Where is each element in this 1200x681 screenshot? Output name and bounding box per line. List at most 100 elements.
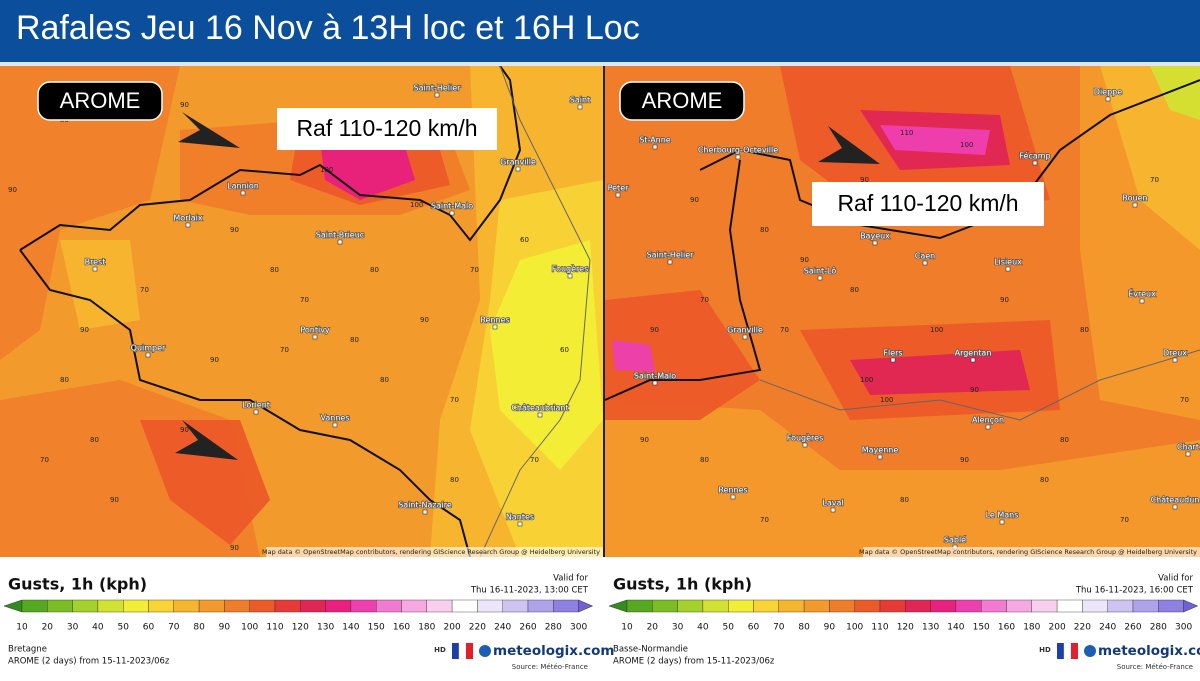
contour-label: 70 <box>40 456 49 464</box>
city-marker <box>312 334 318 340</box>
city-marker <box>515 166 521 172</box>
city-label: Granville <box>727 326 763 335</box>
scale-tick-label: 80 <box>193 623 205 633</box>
contour-label: 80 <box>850 286 859 294</box>
city-label: Dreux <box>1163 349 1187 358</box>
annotation-box <box>277 108 497 150</box>
gust-area <box>60 240 140 330</box>
contour-label: 90 <box>180 426 189 434</box>
scale-segment <box>1107 599 1134 613</box>
gust-area <box>490 240 603 470</box>
city-marker <box>337 239 343 245</box>
scale-tick-label: 180 <box>1023 623 1040 633</box>
contour-label: 90 <box>420 316 429 324</box>
scale-tick-label: 20 <box>647 623 659 633</box>
scale-segment <box>728 599 754 613</box>
arrow <box>175 420 238 460</box>
contour-label: 70 <box>700 296 709 304</box>
contour-label: 80 <box>1060 436 1069 444</box>
scale-segment <box>778 599 805 613</box>
scale-segment <box>325 599 352 613</box>
city-marker <box>145 352 151 358</box>
scale-segment <box>981 599 1007 613</box>
city-marker <box>253 409 259 415</box>
city-marker <box>802 442 808 448</box>
city-marker <box>922 260 928 266</box>
city-marker <box>1105 96 1111 102</box>
contour-label: 70 <box>280 346 289 354</box>
city-label: Rennes <box>718 486 747 495</box>
attribution-bg <box>266 547 603 557</box>
attribution: Map data © OpenStreetMap contributors, r… <box>262 548 600 556</box>
city-marker <box>492 324 498 330</box>
city-label: Pontivy <box>300 326 330 335</box>
scale-segment <box>829 599 855 613</box>
contour-label: 110 <box>900 129 913 137</box>
city-marker <box>830 507 836 513</box>
city-marker <box>652 144 658 150</box>
scale-tick-label: 90 <box>219 623 231 633</box>
city-marker <box>1139 298 1145 304</box>
scale-segment <box>1031 599 1058 613</box>
scale-segment <box>72 599 99 613</box>
scale-segment <box>879 599 906 613</box>
city-marker <box>185 222 191 228</box>
contour-label: 90 <box>230 544 239 552</box>
scale-segment <box>1132 599 1159 613</box>
scale-tick-label: 140 <box>342 623 359 633</box>
contour-label: 90 <box>650 326 659 334</box>
scale-tick-label: 10 <box>16 623 28 633</box>
contour-label: 80 <box>60 376 69 384</box>
contour-label: 60 <box>520 236 529 244</box>
scale-segment <box>955 599 982 613</box>
city-marker <box>742 334 748 340</box>
scale-segment <box>677 599 704 613</box>
city-marker <box>652 380 658 386</box>
scale-tick-label: 60 <box>143 623 155 633</box>
scale-tick-label: 240 <box>1099 623 1116 633</box>
city-marker <box>567 273 573 279</box>
scale-tick-label: 120 <box>897 623 914 633</box>
contour-label: 90 <box>210 356 219 364</box>
valid-label: Valid for <box>1158 574 1193 584</box>
city-label: Saint-Helier <box>414 84 462 93</box>
source: Source: Météo-France <box>512 663 588 671</box>
model-label: AROME <box>60 88 141 113</box>
valid-label: Valid for <box>553 574 588 584</box>
city-label: Vannes <box>321 414 350 423</box>
contour-label: 90 <box>180 101 189 109</box>
scale-arrow-left <box>608 599 628 613</box>
scale-arrow-right <box>578 599 594 613</box>
scale-segment <box>753 599 779 613</box>
scale-tick-label: 280 <box>1150 623 1167 633</box>
gust-area <box>140 420 270 545</box>
title-bar-border <box>0 62 1200 66</box>
annotation-box <box>812 182 1044 226</box>
city-label: Peter <box>608 184 630 193</box>
city-marker <box>92 266 98 272</box>
model-badge <box>37 81 163 121</box>
legends: Gusts, 1h (kph) Valid for Thu 16-11-2023, … <box>3 574 1200 671</box>
contour-label: 70 <box>1120 516 1129 524</box>
city-marker <box>1032 160 1038 166</box>
scale-segment <box>553 599 579 613</box>
gust-area <box>880 125 990 155</box>
city-label: Laval <box>822 499 843 508</box>
coastline <box>19 66 522 251</box>
scale-tick-label: 300 <box>1175 623 1192 633</box>
city-label: Rouen <box>1122 194 1147 203</box>
page-title: Rafales Jeu 16 Nov à 13H loc et 16H Loc <box>16 9 640 47</box>
contour-label: 80 <box>350 336 359 344</box>
contour-label: 70 <box>470 266 479 274</box>
annotation: Raf 110-120 km/h <box>296 115 477 141</box>
scale-tick-label: 30 <box>67 623 79 633</box>
city-label: Lisieux <box>994 258 1022 267</box>
gust-area <box>612 340 655 372</box>
scale-segment <box>905 599 931 613</box>
city-label: Saint-Brieuc <box>316 231 364 240</box>
scale-tick-label: 40 <box>697 623 709 633</box>
city-marker <box>735 154 741 160</box>
scale-tick-label: 260 <box>1124 623 1141 633</box>
scale-tick-label: 50 <box>117 623 129 633</box>
city-label: Lorient <box>242 401 270 410</box>
